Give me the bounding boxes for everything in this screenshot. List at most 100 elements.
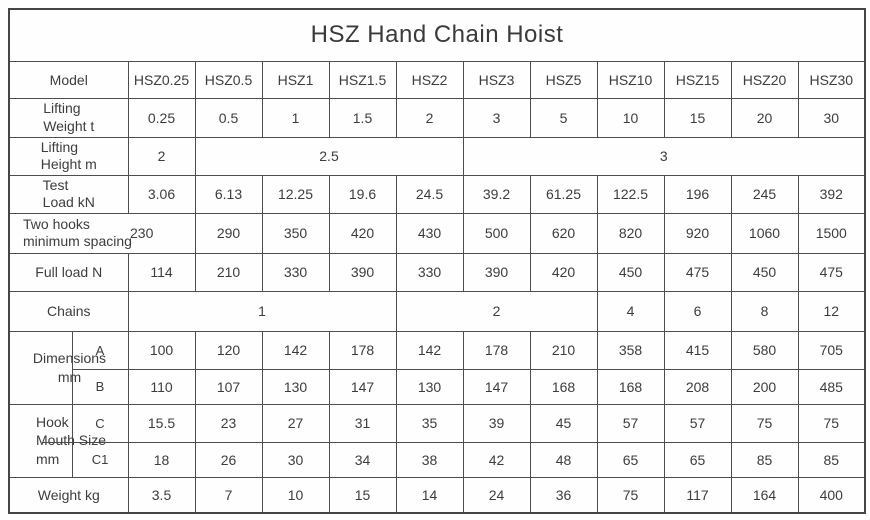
table-cell: 6.13 [194, 174, 263, 214]
table-row-hook-c: Hook Mouth Size mm C 15.5 23 27 31 35 39… [8, 403, 866, 478]
table-row-model: Model HSZ0.25 HSZ0.5 HSZ1 HSZ1.5 HSZ2 HS… [8, 60, 866, 99]
table-cell: 705 [797, 330, 866, 370]
table-cell: 350 [261, 212, 330, 254]
table-cell: 142 [261, 330, 330, 370]
row-label-two-hooks-spacing: Two hooks minimum spacing [8, 212, 132, 254]
table-cell: 168 [596, 368, 665, 405]
table-cell: 18 [127, 441, 196, 478]
table-cell: 57 [663, 403, 732, 443]
table-cell: HSZ1.5 [328, 60, 397, 99]
table-cell: 122.5 [596, 174, 665, 214]
table-row-weight: Weight kg 3.5 7 10 15 14 24 36 75 117 16… [8, 476, 866, 514]
table-cell: 114 [127, 252, 196, 292]
table-row-dimension-b: B 110 107 130 147 130 147 168 168 208 20… [9, 368, 866, 405]
table-cell: 65 [663, 441, 732, 478]
table-cell: HSZ5 [529, 60, 598, 99]
table-cell: 75 [797, 403, 866, 443]
table-cell: 142 [395, 330, 464, 370]
table-cell: 390 [462, 252, 531, 292]
row-label-chains: Chains [8, 290, 129, 332]
table-cell-merged: 2 [395, 290, 598, 332]
table-cell: 1060 [730, 212, 799, 254]
table-cell: 130 [261, 368, 330, 405]
table-cell: 7 [194, 476, 263, 514]
table-cell: 820 [596, 212, 665, 254]
table-cell: 39.2 [462, 174, 531, 214]
table-cell: 0.25 [127, 97, 196, 138]
table-cell: 8 [730, 290, 799, 332]
table-cell: 30 [797, 97, 866, 138]
table-cell: 3 [462, 97, 531, 138]
table-cell: 178 [462, 330, 531, 370]
table-cell: 61.25 [529, 174, 598, 214]
table-cell: 168 [529, 368, 598, 405]
row-label-hook-mouth-size: Hook Mouth Size mm [8, 403, 106, 478]
table-cell: 392 [797, 174, 866, 214]
table-cell: 35 [395, 403, 464, 443]
table-cell: HSZ10 [596, 60, 665, 99]
table-title: HSZ Hand Chain Hoist [8, 8, 866, 62]
table-cell: 485 [797, 368, 866, 405]
table-cell: 57 [596, 403, 665, 443]
table-cell: 620 [529, 212, 598, 254]
row-label-dimensions: Dimensions mm [8, 330, 106, 405]
row-label-text: Hook Mouth Size mm [36, 414, 107, 467]
table-cell: 12 [797, 290, 866, 332]
table-cell: 3.5 [127, 476, 196, 514]
table-cell: 420 [328, 212, 397, 254]
row-label-text: Dimensions mm [32, 350, 107, 385]
table-cell: 1.5 [328, 97, 397, 138]
table-cell: 0.5 [194, 97, 263, 138]
table-cell: 15 [328, 476, 397, 514]
table-cell: 358 [596, 330, 665, 370]
table-cell: 475 [663, 252, 732, 292]
row-label-lifting-weight: Lifting Weight t [8, 97, 129, 138]
table-cell: 230 [128, 212, 196, 254]
table-row-full-load: Full load N 114 210 330 390 330 390 420 … [8, 252, 866, 292]
table-cell: 19.6 [328, 174, 397, 214]
table-cell: 210 [529, 330, 598, 370]
table-cell: 117 [663, 476, 732, 514]
table-cell: 45 [529, 403, 598, 443]
table-cell-merged: 2.5 [194, 136, 464, 176]
table-cell: 75 [730, 403, 799, 443]
table-row-two-hooks-spacing: Two hooks minimum spacing 230 290 350 42… [8, 212, 866, 254]
table-cell: 400 [797, 476, 866, 514]
hoist-spec-table: HSZ Hand Chain Hoist Model HSZ0.25 HSZ0.… [8, 8, 867, 514]
table-cell-merged: 1 [127, 290, 397, 332]
table-cell: 200 [730, 368, 799, 405]
table-cell: 196 [663, 174, 732, 214]
table-cell: HSZ30 [797, 60, 866, 99]
row-label-full-load: Full load N [8, 252, 129, 292]
table-cell: 85 [797, 441, 866, 478]
table-cell: 475 [797, 252, 866, 292]
table-cell: HSZ15 [663, 60, 732, 99]
table-cell: 450 [596, 252, 665, 292]
table-cell: 580 [730, 330, 799, 370]
row-label-text: Test Load kN [42, 176, 95, 211]
table-cell: 178 [328, 330, 397, 370]
table-cell: 2 [395, 97, 464, 138]
table-cell: 100 [127, 330, 196, 370]
table-cell: 85 [730, 441, 799, 478]
table-cell: 26 [194, 441, 263, 478]
table-cell: 164 [730, 476, 799, 514]
row-label-model: Model [8, 60, 129, 99]
table-row-chains: Chains 1 2 4 6 8 12 [8, 290, 866, 332]
row-label-test-load: Test Load kN [8, 174, 129, 214]
table-cell: 1500 [797, 212, 866, 254]
table-cell: 208 [663, 368, 732, 405]
table-cell: 330 [395, 252, 464, 292]
sub-row-label-a: A [71, 330, 129, 370]
table-row-lifting-height: Lifting Height m 2 2.5 3 [8, 136, 866, 176]
table-cell: 920 [663, 212, 732, 254]
table-cell: HSZ2 [395, 60, 464, 99]
table-cell: 65 [596, 441, 665, 478]
table-cell: 27 [261, 403, 330, 443]
table-row-dimension-a: Dimensions mm A 100 120 142 178 142 178 … [8, 330, 866, 405]
table-cell: 24.5 [395, 174, 464, 214]
table-cell: 120 [194, 330, 263, 370]
table-cell: 14 [395, 476, 464, 514]
row-label-text: Lifting Weight t [43, 100, 95, 134]
